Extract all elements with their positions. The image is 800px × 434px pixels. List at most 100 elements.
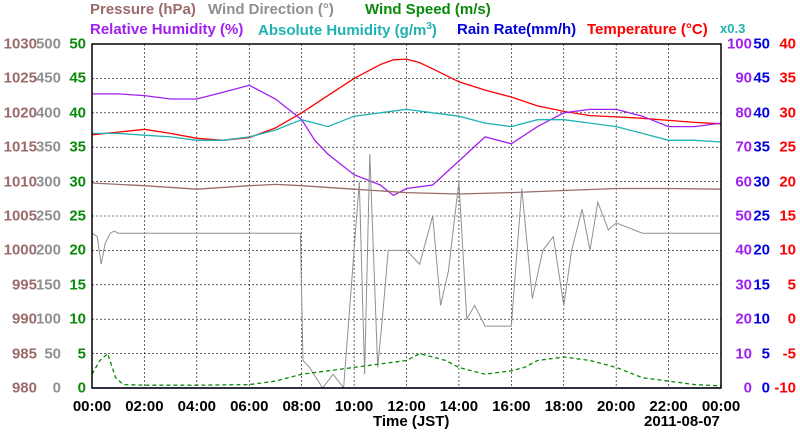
y-tick-temp: 15 <box>779 207 796 225</box>
x-tick-label: 18:00 <box>544 398 583 415</box>
legend-temperature: Temperature (°C) <box>587 21 708 38</box>
y-tick-pressure: 980 <box>11 379 37 397</box>
y-tick-rain: 50 <box>753 35 770 53</box>
y-tick-pressure: 1010 <box>3 173 37 191</box>
y-tick-pressure: 985 <box>11 345 37 363</box>
x-tick-label: 14:00 <box>439 398 479 415</box>
y-tick-rel_hum: 40 <box>735 241 752 259</box>
legend-relative-humidity: Relative Humidity (%) <box>90 21 244 38</box>
plot-frame <box>91 43 722 389</box>
y-tick-wind_dir: 150 <box>35 276 61 294</box>
series-line-wind <box>91 154 721 390</box>
y-tick-rel_hum: 0 <box>743 379 752 397</box>
x-tick-label: 20:00 <box>596 398 636 415</box>
y-tick-wind_dir: 250 <box>35 207 61 225</box>
x-tick-label: 00:00 <box>701 398 741 415</box>
y-tick-wind_dir: 450 <box>35 69 61 87</box>
y-tick-temp: 35 <box>779 69 796 87</box>
y-tick-rain: 35 <box>753 138 770 156</box>
y-tick-rain: 40 <box>753 104 770 122</box>
y-tick-pressure: 1025 <box>3 69 37 87</box>
y-tick-wind_dir: 400 <box>35 104 61 122</box>
y-tick-pressure: 1020 <box>3 104 37 122</box>
legend-rain-rate: Rain Rate(mm/h) <box>457 21 577 38</box>
y-tick-pressure: 1000 <box>3 241 37 259</box>
x-tick-label: 04:00 <box>177 398 217 415</box>
x-tick-label: 12:00 <box>387 398 426 415</box>
y-tick-rel_hum: 30 <box>735 276 752 294</box>
legend-abs-close: ) <box>431 22 437 39</box>
legend-absolute-humidity: Absolute Humidity (g/m3) <box>258 21 437 39</box>
series-line-pressure <box>91 182 722 195</box>
y-tick-rain: 30 <box>753 173 770 191</box>
y-tick-wind_speed: 20 <box>69 241 86 259</box>
y-tick-wind_speed: 35 <box>69 138 86 156</box>
series-line-relative <box>92 84 722 197</box>
y-tick-wind_dir: 100 <box>35 310 61 328</box>
y-tick-pressure: 995 <box>11 276 37 294</box>
y-tick-wind_dir: 50 <box>44 345 61 363</box>
y-tick-wind_speed: 50 <box>69 35 86 53</box>
y-tick-rel_hum: 90 <box>735 69 752 87</box>
y-tick-rain: 45 <box>753 69 770 87</box>
series-line-temperature <box>91 58 722 141</box>
y-tick-rain: 5 <box>761 345 770 363</box>
y-tick-wind_speed: 45 <box>69 69 86 87</box>
legend-pressure: Pressure (hPa) <box>90 1 196 18</box>
y-tick-wind_dir: 300 <box>35 173 61 191</box>
x-tick-label: 10:00 <box>334 398 374 415</box>
legend-abs-scale: x0.3 <box>720 21 746 36</box>
y-tick-rel_hum: 60 <box>735 173 752 191</box>
y-tick-wind_speed: 30 <box>69 173 86 191</box>
y-tick-rel_hum: 100 <box>726 35 752 53</box>
y-tick-temp: 5 <box>787 276 796 294</box>
x-tick-label: 02:00 <box>125 398 164 415</box>
y-tick-rain: 20 <box>753 241 770 259</box>
y-tick-temp: 0 <box>787 310 796 328</box>
y-tick-wind_speed: 25 <box>69 207 86 225</box>
y-tick-wind_speed: 40 <box>69 104 86 122</box>
y-tick-wind_speed: 15 <box>69 276 86 294</box>
x-tick-label: 08:00 <box>282 398 321 415</box>
y-tick-wind_speed: 10 <box>69 310 86 328</box>
y-tick-rel_hum: 10 <box>735 345 752 363</box>
legend-wind-speed: Wind Speed (m/s) <box>365 1 491 18</box>
x-tick-label: 22:00 <box>649 398 688 415</box>
y-tick-wind_dir: 350 <box>35 138 61 156</box>
legend-abs-sup: 3 <box>426 21 432 32</box>
y-tick-pressure: 1030 <box>3 35 37 53</box>
y-tick-rain: 15 <box>753 276 770 294</box>
y-tick-pressure: 990 <box>11 310 37 328</box>
legend-wind-direction: Wind Direction (°) <box>208 1 334 18</box>
series-line-wind <box>91 352 722 387</box>
y-tick-temp: 40 <box>779 35 796 53</box>
series-lines <box>91 58 722 390</box>
y-tick-temp: -5 <box>782 345 796 363</box>
series-line-absolute <box>92 108 722 143</box>
y-tick-rain: 0 <box>761 379 770 397</box>
y-tick-rel_hum: 20 <box>735 310 752 328</box>
legend-abs-text: Absolute Humidity (g/m <box>258 22 427 39</box>
y-tick-wind_dir: 0 <box>52 379 61 397</box>
y-tick-temp: 25 <box>779 138 796 156</box>
y-tick-temp: 10 <box>779 241 796 259</box>
y-tick-temp: 20 <box>779 173 796 191</box>
y-tick-rel_hum: 70 <box>735 138 752 156</box>
y-tick-rain: 25 <box>753 207 770 225</box>
y-tick-temp: -10 <box>774 379 796 397</box>
x-axis-label: Time (JST) <box>373 413 450 430</box>
grid-lines <box>92 44 721 388</box>
y-tick-pressure: 1015 <box>3 138 37 156</box>
x-tick-label: 00:00 <box>72 398 112 415</box>
y-tick-rain: 10 <box>753 310 770 328</box>
y-tick-wind_speed: 5 <box>77 345 86 363</box>
y-tick-rel_hum: 80 <box>735 104 752 122</box>
y-tick-wind_speed: 0 <box>77 379 86 397</box>
y-tick-pressure: 1005 <box>3 207 37 225</box>
x-tick-label: 16:00 <box>492 398 531 415</box>
y-tick-wind_dir: 200 <box>35 241 61 259</box>
y-tick-temp: 30 <box>779 104 796 122</box>
y-tick-wind_dir: 500 <box>35 35 61 53</box>
x-tick-label: 06:00 <box>230 398 269 415</box>
